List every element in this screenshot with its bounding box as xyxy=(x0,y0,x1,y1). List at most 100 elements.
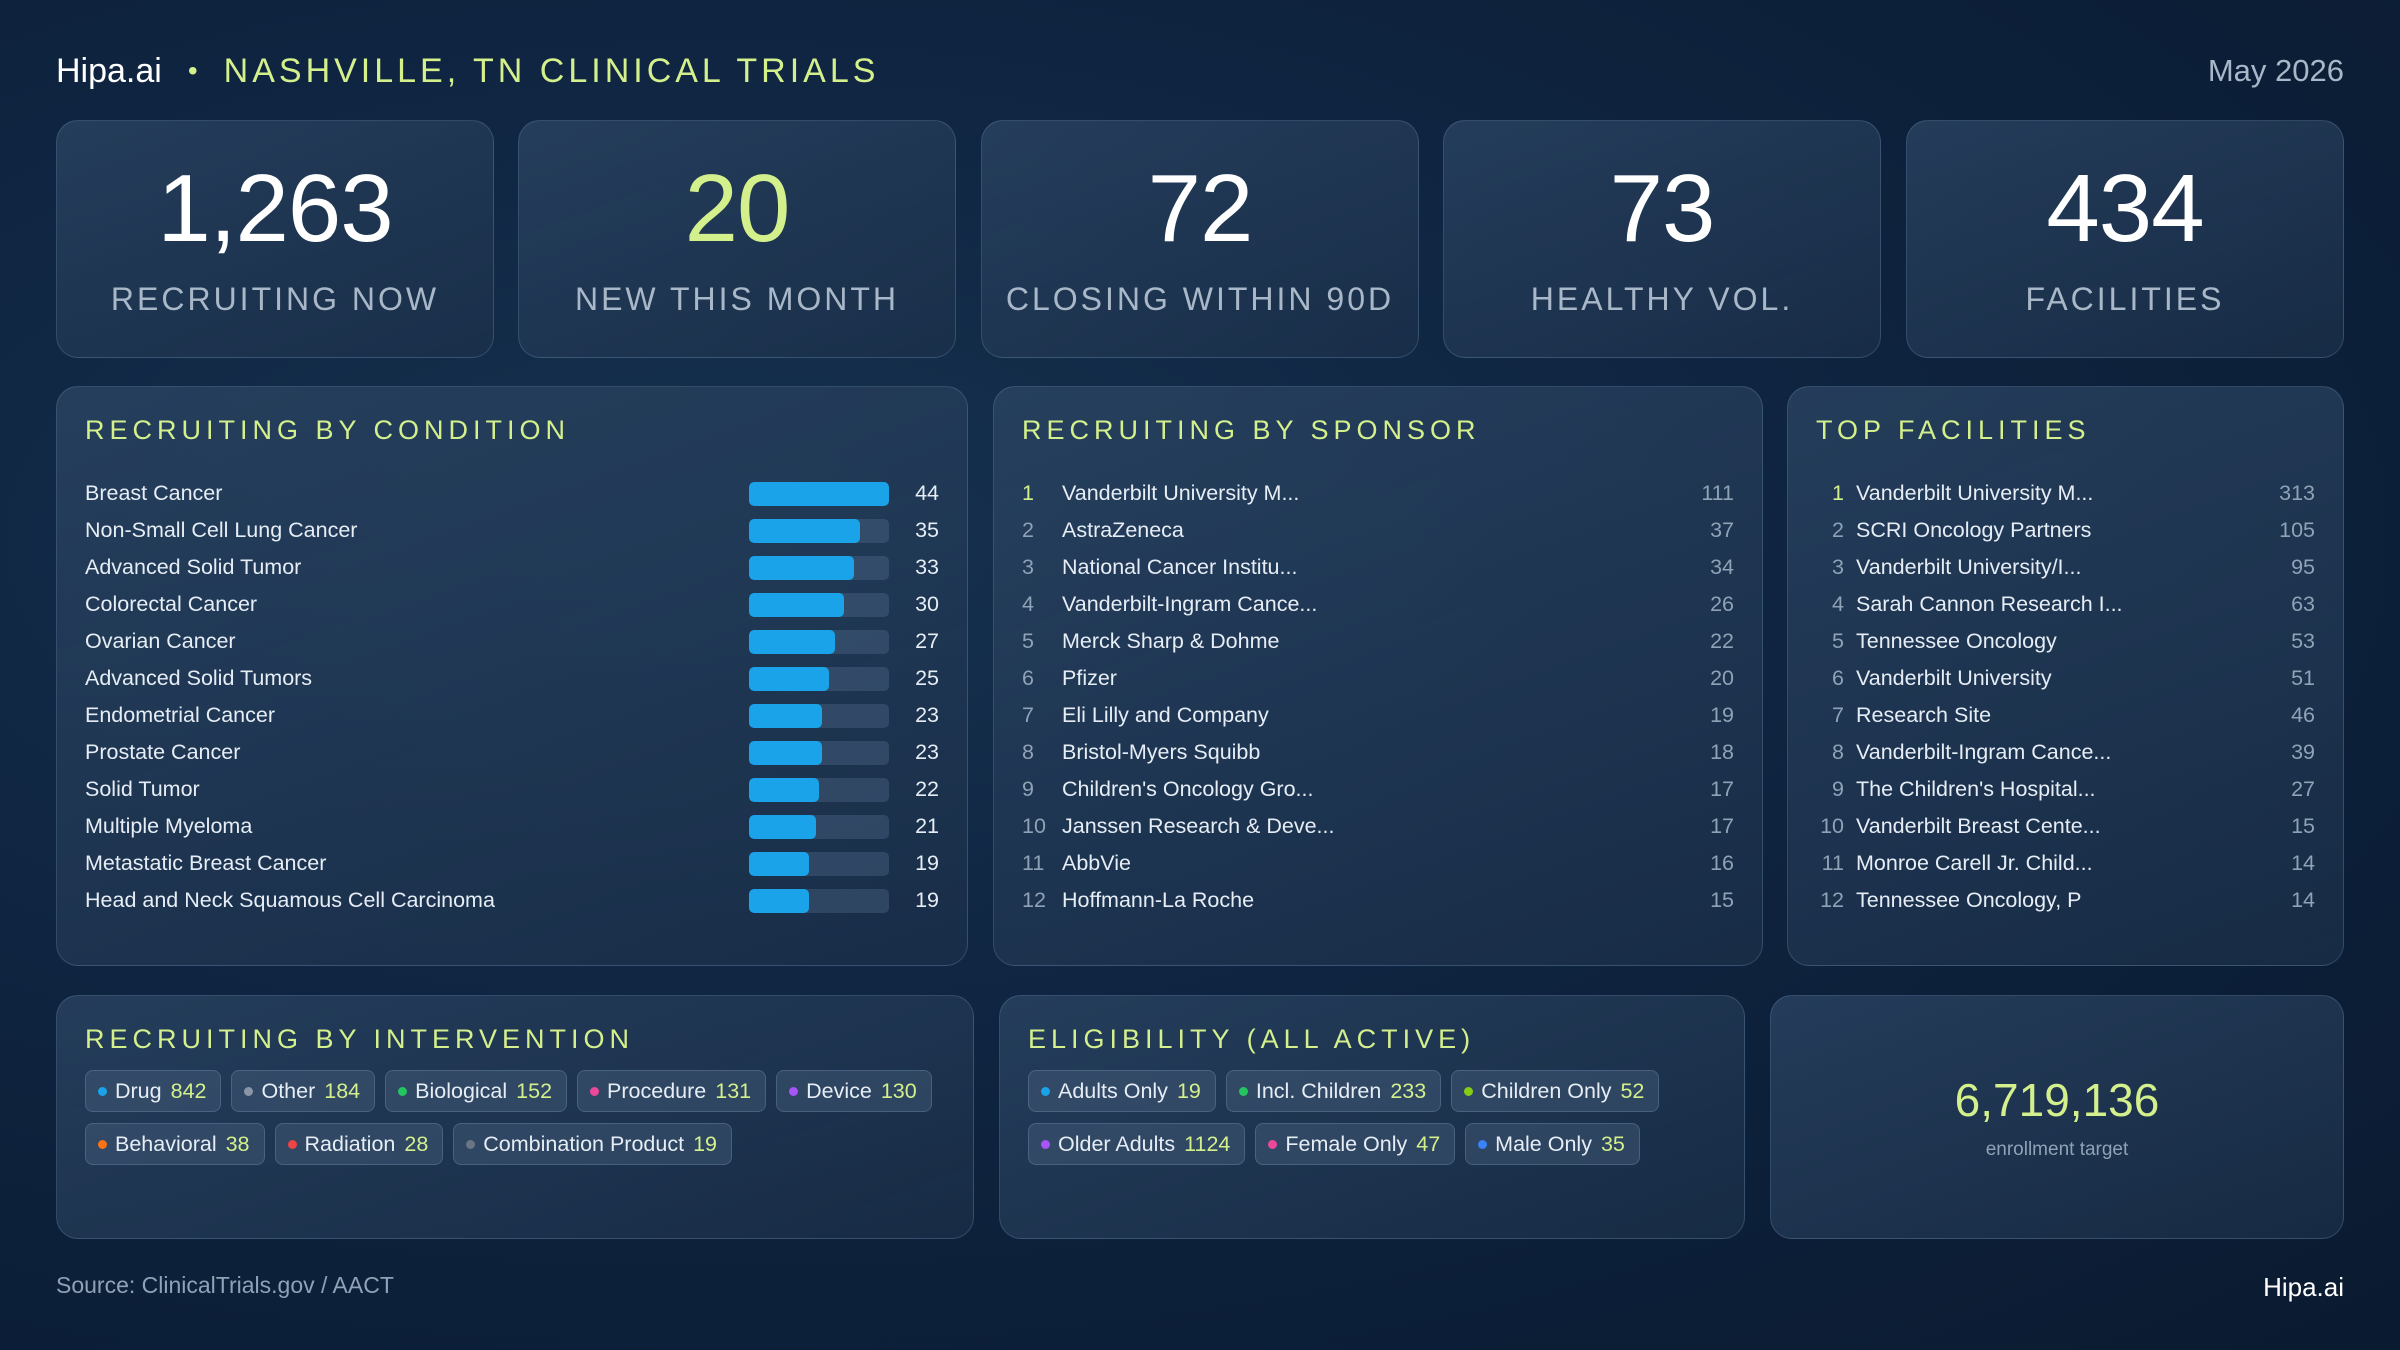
condition-name: Colorectal Cancer xyxy=(85,592,258,616)
intervention-chip[interactable]: Procedure 131 xyxy=(577,1070,767,1112)
facility-row[interactable]: 5 Tennessee Oncology 53 xyxy=(1816,623,2315,660)
sponsor-name: AstraZeneca xyxy=(1062,518,1184,542)
sponsor-row[interactable]: 12 Hoffmann-La Roche 15 xyxy=(1022,882,1734,919)
facility-rank: 7 xyxy=(1832,703,1844,727)
facility-count: 39 xyxy=(2291,740,2315,764)
eligibility-chip[interactable]: Adults Only 19 xyxy=(1028,1070,1216,1112)
footer-brand: Hipa.ai xyxy=(2263,1272,2344,1302)
intervention-chip-count: 152 xyxy=(516,1078,553,1103)
condition-row[interactable]: Endometrial Cancer 23 xyxy=(85,697,939,734)
sponsor-row[interactable]: 3 National Cancer Institu... 34 xyxy=(1022,549,1734,586)
condition-bar xyxy=(749,555,854,580)
kpi-label: CLOSING WITHIN 90D xyxy=(1005,280,1395,317)
facility-row[interactable]: 1 Vanderbilt University M... 313 xyxy=(1816,475,2315,512)
facility-row[interactable]: 11 Monroe Carell Jr. Child... 14 xyxy=(1816,845,2315,882)
condition-bar-track xyxy=(749,481,889,506)
facility-name: Vanderbilt University xyxy=(1856,666,2052,690)
sponsor-panel: RECRUITING BY SPONSOR 1 Vanderbilt Univer… xyxy=(993,386,1763,966)
sponsor-rank: 3 xyxy=(1022,555,1034,579)
sponsor-row[interactable]: 5 Merck Sharp & Dohme 22 xyxy=(1022,623,1734,660)
condition-row[interactable]: Breast Cancer 44 xyxy=(85,475,939,512)
facility-rank: 2 xyxy=(1832,518,1844,542)
condition-row[interactable]: Multiple Myeloma 21 xyxy=(85,808,939,845)
facility-row[interactable]: 2 SCRI Oncology Partners 105 xyxy=(1816,512,2315,549)
dot-icon xyxy=(1041,1086,1050,1096)
eligibility-chip[interactable]: Female Only 47 xyxy=(1255,1123,1456,1165)
condition-count: 19 xyxy=(915,888,939,912)
facility-row[interactable]: 7 Research Site 46 xyxy=(1816,697,2315,734)
intervention-chip[interactable]: Device 130 xyxy=(776,1070,932,1112)
sponsor-count: 26 xyxy=(1710,592,1734,616)
sponsor-row[interactable]: 2 AstraZeneca 37 xyxy=(1022,512,1734,549)
sponsor-row[interactable]: 9 Children's Oncology Gro... 17 xyxy=(1022,771,1734,808)
facility-row[interactable]: 10 Vanderbilt Breast Cente... 15 xyxy=(1816,808,2315,845)
eligibility-chip[interactable]: Children Only 52 xyxy=(1451,1070,1660,1112)
condition-row[interactable]: Prostate Cancer 23 xyxy=(85,734,939,771)
eligibility-chip-count: 1124 xyxy=(1184,1131,1231,1156)
intervention-chip[interactable]: Behavioral 38 xyxy=(85,1123,265,1165)
sponsor-row[interactable]: 4 Vanderbilt-Ingram Cance... 26 xyxy=(1022,586,1734,623)
kpi-value: 434 xyxy=(2046,154,2204,262)
eligibility-chip-list: Adults Only 19 Incl. Children 233 Children O… xyxy=(1028,1070,1724,1165)
eligibility-chip[interactable]: Incl. Children 233 xyxy=(1225,1070,1442,1112)
facility-count: 15 xyxy=(2291,814,2315,838)
condition-row[interactable]: Ovarian Cancer 27 xyxy=(85,623,939,660)
sponsor-rank: 9 xyxy=(1022,777,1034,801)
intervention-chip-count: 19 xyxy=(693,1131,717,1156)
eligibility-panel-title: ELIGIBILITY (ALL ACTIVE) xyxy=(1028,1024,1476,1054)
sponsor-row[interactable]: 7 Eli Lilly and Company 19 xyxy=(1022,697,1734,734)
facility-row[interactable]: 12 Tennessee Oncology, P 14 xyxy=(1816,882,2315,919)
condition-count: 27 xyxy=(915,629,939,653)
facility-row[interactable]: 4 Sarah Cannon Research I... 63 xyxy=(1816,586,2315,623)
sponsor-row[interactable]: 11 AbbVie 16 xyxy=(1022,845,1734,882)
facility-name: SCRI Oncology Partners xyxy=(1856,518,2092,542)
sponsor-count: 111 xyxy=(1701,481,1734,505)
intervention-chip[interactable]: Radiation 28 xyxy=(274,1123,444,1165)
condition-row[interactable]: Metastatic Breast Cancer 19 xyxy=(85,845,939,882)
sponsor-row[interactable]: 6 Pfizer 20 xyxy=(1022,660,1734,697)
sponsor-count: 17 xyxy=(1710,814,1734,838)
condition-bar-track xyxy=(749,851,889,876)
condition-name: Breast Cancer xyxy=(85,481,223,505)
intervention-chip-count: 184 xyxy=(324,1078,361,1103)
intervention-chip-label: Other xyxy=(261,1078,316,1103)
eligibility-chip-count: 35 xyxy=(1600,1131,1625,1156)
sponsor-name: AbbVie xyxy=(1062,851,1131,875)
sponsor-count: 34 xyxy=(1710,555,1734,579)
condition-row[interactable]: Head and Neck Squamous Cell Carcinoma 19 xyxy=(85,882,939,919)
condition-name: Advanced Solid Tumors xyxy=(85,666,313,690)
sponsor-row[interactable]: 10 Janssen Research & Deve... 17 xyxy=(1022,808,1734,845)
condition-row[interactable]: Colorectal Cancer 30 xyxy=(85,586,939,623)
eligibility-chip[interactable]: Older Adults 1124 xyxy=(1028,1123,1246,1165)
intervention-chip-label: Device xyxy=(806,1078,872,1103)
intervention-chip[interactable]: Combination Product 19 xyxy=(453,1123,732,1165)
eligibility-chip[interactable]: Male Only 35 xyxy=(1465,1123,1640,1165)
condition-row[interactable]: Solid Tumor 22 xyxy=(85,771,939,808)
sponsor-row[interactable]: 8 Bristol-Myers Squibb 18 xyxy=(1022,734,1734,771)
condition-row[interactable]: Advanced Solid Tumors 25 xyxy=(85,660,939,697)
facility-row[interactable]: 9 The Children's Hospital... 27 xyxy=(1816,771,2315,808)
sponsor-rank: 1 xyxy=(1022,481,1034,505)
facility-name: Vanderbilt-Ingram Cance... xyxy=(1856,740,2112,764)
intervention-chip-count: 131 xyxy=(715,1078,752,1103)
eligibility-chip-count: 233 xyxy=(1390,1078,1427,1103)
facility-name: Tennessee Oncology, P xyxy=(1856,888,2082,912)
intervention-panel-title: RECRUITING BY INTERVENTION xyxy=(85,1024,635,1054)
condition-name: Multiple Myeloma xyxy=(85,814,253,838)
condition-row[interactable]: Advanced Solid Tumor 33 xyxy=(85,549,939,586)
condition-row[interactable]: Non-Small Cell Lung Cancer 35 xyxy=(85,512,939,549)
sponsor-name: Hoffmann-La Roche xyxy=(1062,888,1255,912)
facilities-panel-title: TOP FACILITIES xyxy=(1816,415,2091,445)
facility-row[interactable]: 3 Vanderbilt University/I... 95 xyxy=(1816,549,2315,586)
facility-row[interactable]: 6 Vanderbilt University 51 xyxy=(1816,660,2315,697)
intervention-chip[interactable]: Drug 842 xyxy=(85,1070,222,1112)
intervention-chip[interactable]: Other 184 xyxy=(231,1070,376,1112)
sponsor-rank: 10 xyxy=(1022,814,1046,838)
intervention-chip[interactable]: Biological 152 xyxy=(385,1070,568,1112)
dot-icon xyxy=(398,1086,408,1096)
condition-count: 25 xyxy=(915,666,939,690)
facility-row[interactable]: 8 Vanderbilt-Ingram Cance... 39 xyxy=(1816,734,2315,771)
sponsor-row[interactable]: 1 Vanderbilt University M... 111 xyxy=(1022,475,1734,512)
facility-name: Vanderbilt University M... xyxy=(1856,481,2094,505)
condition-bar xyxy=(749,777,819,802)
